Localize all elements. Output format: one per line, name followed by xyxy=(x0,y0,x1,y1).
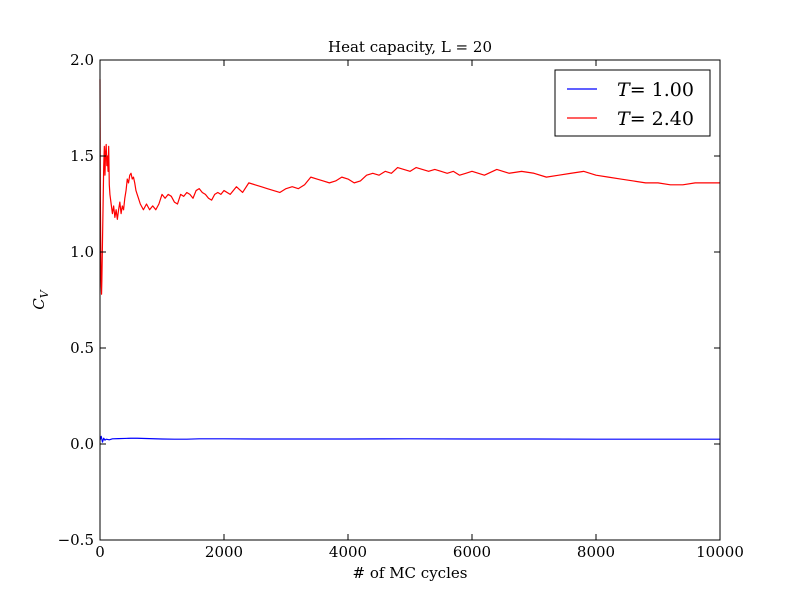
x-tick-label: 6000 xyxy=(453,543,491,561)
chart-title: Heat capacity, L = 20 xyxy=(328,38,492,56)
series-line-0 xyxy=(99,435,720,443)
x-tick-label: 0 xyxy=(95,543,105,561)
legend-entry-t100-value: = 1.00 xyxy=(630,79,694,101)
y-tick-label: 2.0 xyxy=(70,51,94,69)
ticks-layer xyxy=(99,59,721,541)
x-tick-label: 10000 xyxy=(696,543,744,561)
series-line-1 xyxy=(99,79,720,295)
y-tick-label: −0.5 xyxy=(58,531,94,549)
legend-entry-t240: T= 2.40 xyxy=(617,108,694,130)
legend-entry-t100: T= 1.00 xyxy=(617,79,694,101)
y-axis-label: CV xyxy=(30,289,51,309)
series-layer xyxy=(99,79,720,443)
x-tick-label: 4000 xyxy=(329,543,367,561)
y-tick-label: 1.0 xyxy=(70,243,94,261)
y-tick-label: 0.0 xyxy=(70,435,94,453)
y-axis-label-subscript: V xyxy=(38,289,51,298)
plot-frame xyxy=(99,59,721,541)
legend-box xyxy=(554,69,711,137)
x-axis-label: # of MC cycles xyxy=(353,564,468,582)
legend-entry-t240-value: = 2.40 xyxy=(630,108,694,130)
x-tick-label: 2000 xyxy=(205,543,243,561)
x-tick-label: 8000 xyxy=(577,543,615,561)
legend: T= 1.00 T= 2.40 xyxy=(554,69,711,137)
y-tick-label: 0.5 xyxy=(70,339,94,357)
legend-entry-t240-symbol: T xyxy=(617,108,631,130)
y-axis-label-symbol: C xyxy=(30,298,48,310)
tick-labels-layer: 0 2000 4000 6000 8000 10000 −0.5 0.0 0.5 1.0 1.5 2.… xyxy=(58,51,744,561)
legend-entry-t100-symbol: T xyxy=(617,79,631,101)
y-tick-label: 1.5 xyxy=(70,147,94,165)
